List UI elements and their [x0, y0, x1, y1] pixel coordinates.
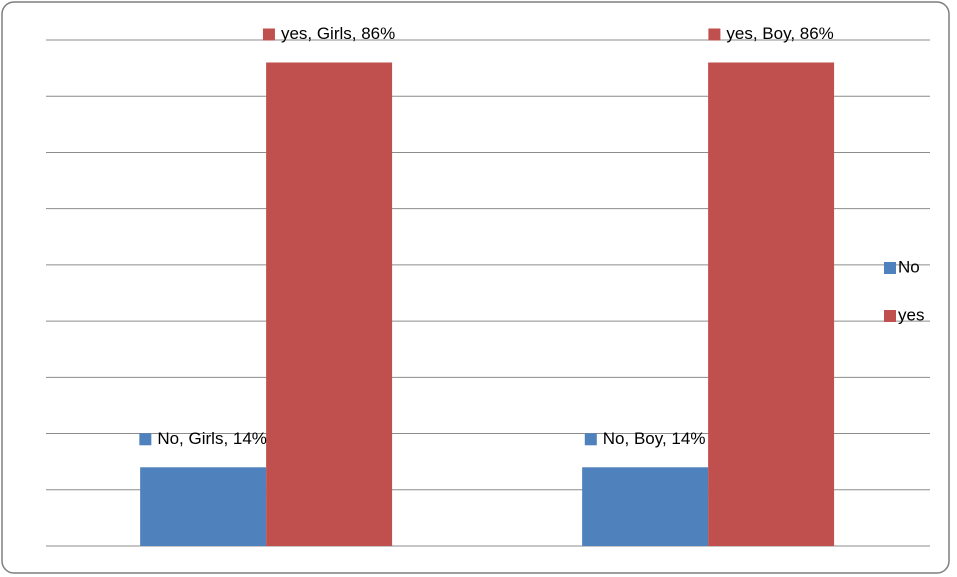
bar: [582, 467, 709, 546]
data-label-marker: [262, 28, 275, 41]
data-label: No, Girls, 14%: [157, 429, 267, 448]
legend-label: No: [898, 257, 920, 276]
bar: [708, 62, 835, 546]
legend-swatch: [884, 310, 896, 322]
data-label-marker: [139, 433, 152, 446]
data-label-marker: [584, 433, 597, 446]
data-label: yes, Boy, 86%: [726, 24, 833, 43]
legend-label: yes: [898, 305, 924, 324]
bar: [266, 62, 393, 546]
data-label-marker: [708, 28, 721, 41]
data-label: yes, Girls, 86%: [281, 24, 395, 43]
legend-swatch: [884, 262, 896, 274]
bar: [140, 467, 267, 546]
data-label: No, Boy, 14%: [603, 429, 706, 448]
